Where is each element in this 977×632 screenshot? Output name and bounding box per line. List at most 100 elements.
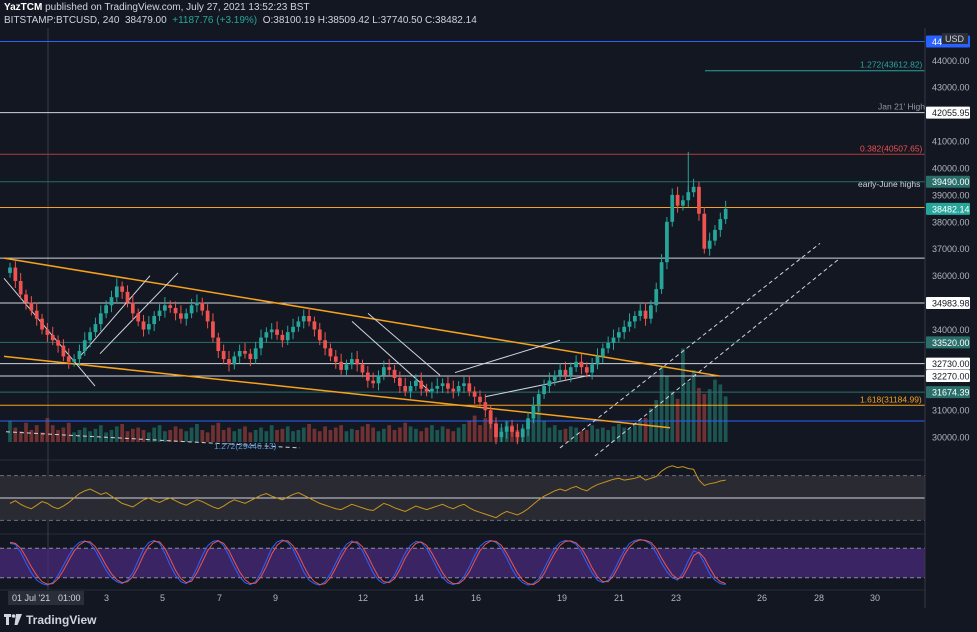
time-axis-tick: 01 Jul '21 [12, 593, 50, 603]
candle-body [323, 340, 327, 349]
volume-bar [173, 426, 178, 442]
volume-bar [312, 428, 317, 442]
volume-bar [531, 410, 536, 442]
candle-body [173, 307, 178, 314]
candle-body [654, 289, 659, 306]
price-axis-tick: 30000.00 [932, 433, 970, 443]
level-annotation: early-June highs [858, 179, 920, 189]
candle-body [264, 332, 269, 338]
candle-body [114, 286, 119, 298]
volume-bar [686, 382, 691, 442]
time-axis-tick: 26 [757, 593, 767, 603]
candle-body [675, 194, 680, 206]
candle-body [82, 340, 87, 352]
candle-body [510, 426, 514, 432]
volume-bar [451, 431, 456, 442]
volume-bar [381, 428, 386, 442]
candle-body [179, 313, 183, 319]
volume-bar [702, 394, 707, 442]
candle-body [296, 321, 301, 327]
price-label: 33520.00 [932, 338, 970, 348]
level-annotation: 1.272(29446.13) [214, 441, 277, 451]
volume-bar [8, 420, 12, 442]
volume-bar [403, 422, 408, 442]
price-axis-tick: 40000.00 [932, 163, 970, 173]
volume-bar [280, 428, 285, 442]
candle-body [29, 302, 34, 311]
time-axis-tick: 3 [104, 593, 109, 603]
candle-body [157, 310, 162, 317]
tradingview-logo[interactable]: TradingView [4, 613, 96, 627]
price-label: 39490.00 [932, 177, 970, 187]
candle-body [483, 402, 488, 411]
volume-bar [45, 418, 50, 442]
candle-body [723, 208, 728, 220]
candle-body [456, 386, 461, 392]
volume-bar [275, 430, 279, 442]
candle-body [616, 332, 621, 338]
candle-body [638, 310, 643, 317]
candle-body [414, 380, 418, 387]
candle-body [50, 334, 55, 341]
candle-body [515, 431, 520, 438]
candle-body [66, 356, 71, 362]
candle-body [40, 318, 44, 330]
publish-line: YazTCM published on TradingView.com, Jul… [4, 2, 310, 13]
volume-bar [665, 376, 669, 442]
volume-bar [232, 431, 237, 442]
price-label: 42055.95 [932, 108, 970, 118]
volume-bar [616, 424, 621, 442]
price-change: +1187.76 (+3.19%) [172, 15, 258, 26]
trendline [99, 272, 179, 355]
candle-body [520, 429, 525, 438]
volume-bar [259, 427, 263, 442]
candle-body [56, 340, 60, 346]
volume-bar [691, 370, 696, 442]
author-name[interactable]: YazTCM [4, 2, 43, 13]
volume-bar [136, 427, 141, 442]
volume-bar [440, 426, 445, 442]
candle-body [280, 334, 285, 341]
volume-bar [675, 398, 680, 442]
candle-body [291, 326, 295, 333]
price-label-box [926, 370, 970, 383]
volume-bar [66, 422, 71, 442]
volume-bar [253, 430, 258, 442]
time-axis-tick: 5 [160, 593, 165, 603]
volume-bar [82, 427, 87, 442]
candle-body [237, 351, 242, 357]
candle-body [398, 377, 402, 387]
candle-body [168, 305, 173, 308]
candle-body [649, 305, 653, 319]
candle-body [371, 380, 376, 384]
symbol-name[interactable]: BITSTAMP:BTCUSD, 240 [4, 15, 120, 26]
stoch-d-line [9, 539, 726, 586]
volume-bar [216, 422, 221, 442]
candle-body [579, 361, 584, 368]
volume-bar [40, 432, 44, 442]
volume-bar [483, 418, 488, 442]
candle-body [526, 418, 530, 430]
volume-bar [50, 425, 55, 442]
volume-bar [542, 420, 546, 442]
candle-body [552, 375, 557, 381]
candle-body [365, 372, 370, 381]
candle-body [440, 383, 445, 387]
volume-bar [29, 430, 34, 442]
volume-bar [349, 428, 354, 442]
candle-body [77, 351, 82, 360]
candle-body [670, 194, 675, 222]
candle-body [125, 291, 130, 303]
tradingview-brand: TradingView [26, 613, 97, 627]
symbol-line: BITSTAMP:BTCUSD, 240 38479.00 +1187.76 (… [4, 15, 477, 26]
candle-body [8, 267, 12, 273]
candle-body [205, 310, 210, 322]
price-axis-tick: 39000.00 [932, 190, 970, 200]
candle-body [61, 345, 66, 357]
time-axis-tick: 21 [614, 593, 624, 603]
last-price: 38479.00 [124, 15, 167, 26]
volume-bar [600, 427, 605, 442]
candle-body [504, 426, 509, 432]
volume-bar [627, 428, 632, 442]
